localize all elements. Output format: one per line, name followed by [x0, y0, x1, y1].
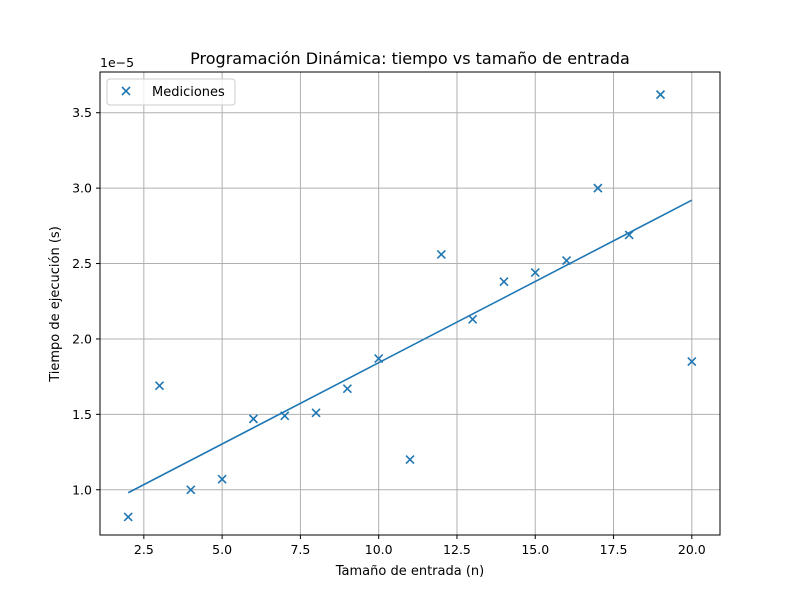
- data-point-marker: [593, 183, 603, 193]
- y-axis-label: Tiempo de ejecución (s): [48, 226, 63, 383]
- y-tick-label: 1.0: [72, 482, 92, 497]
- legend-x-marker: [121, 86, 131, 96]
- chart-title: Programación Dinámica: tiempo vs tamaño …: [190, 49, 630, 68]
- data-point-marker: [436, 249, 446, 260]
- legend: Mediciones: [106, 78, 236, 106]
- x-tick-label: 10.0: [365, 542, 393, 557]
- data-point-marker: [342, 384, 352, 394]
- data-point-marker: [655, 90, 666, 100]
- x-tick-label: 7.5: [290, 542, 310, 557]
- data-point-marker: [561, 255, 572, 266]
- y-tick-label: 1.5: [72, 407, 92, 422]
- data-points: [123, 90, 697, 522]
- legend-label: Mediciones: [152, 85, 225, 100]
- data-point-marker: [123, 512, 133, 522]
- y-tick-label: 2.0: [72, 331, 92, 346]
- data-point-marker: [186, 485, 196, 495]
- x-tick-label: 12.5: [443, 542, 471, 557]
- x-tick-label: 15.0: [521, 542, 549, 557]
- data-point-marker: [624, 230, 634, 240]
- trend-line-path: [127, 199, 693, 494]
- x-tick-label: 5.0: [212, 542, 232, 557]
- trend-line: [127, 199, 693, 494]
- data-point-marker: [468, 314, 478, 324]
- grid-lines: [100, 72, 720, 535]
- data-point-marker: [405, 455, 415, 465]
- x-tick-label: 17.5: [600, 542, 628, 557]
- x-tick-label: 2.5: [134, 542, 154, 557]
- x-ticks: 2.5 5.0 7.5 10.0 12.5 15.0 17.5 20.0: [134, 535, 706, 557]
- data-point-marker: [374, 353, 384, 364]
- x-axis-label: Tamaño de entrada (n): [335, 564, 484, 579]
- data-point-marker: [311, 408, 321, 418]
- x-tick-label: 20.0: [678, 542, 706, 557]
- legend-marker-icon: [121, 86, 131, 96]
- plot-frame: [99, 71, 721, 536]
- data-point-marker: [530, 268, 540, 278]
- data-point-marker: [280, 411, 290, 421]
- data-point-marker: [248, 414, 259, 424]
- y-tick-label: 3.0: [72, 181, 92, 196]
- data-point-marker: [217, 474, 227, 484]
- legend-box: [106, 78, 236, 106]
- y-ticks: 1.0 1.5 2.0 2.5 3.0 3.5: [72, 105, 100, 497]
- data-point-marker: [687, 356, 697, 367]
- y-tick-label: 2.5: [72, 256, 92, 271]
- data-point-marker: [499, 277, 509, 287]
- data-point-marker: [154, 381, 165, 391]
- y-tick-label: 3.5: [72, 105, 92, 120]
- y-offset-label: 1e−5: [100, 55, 134, 70]
